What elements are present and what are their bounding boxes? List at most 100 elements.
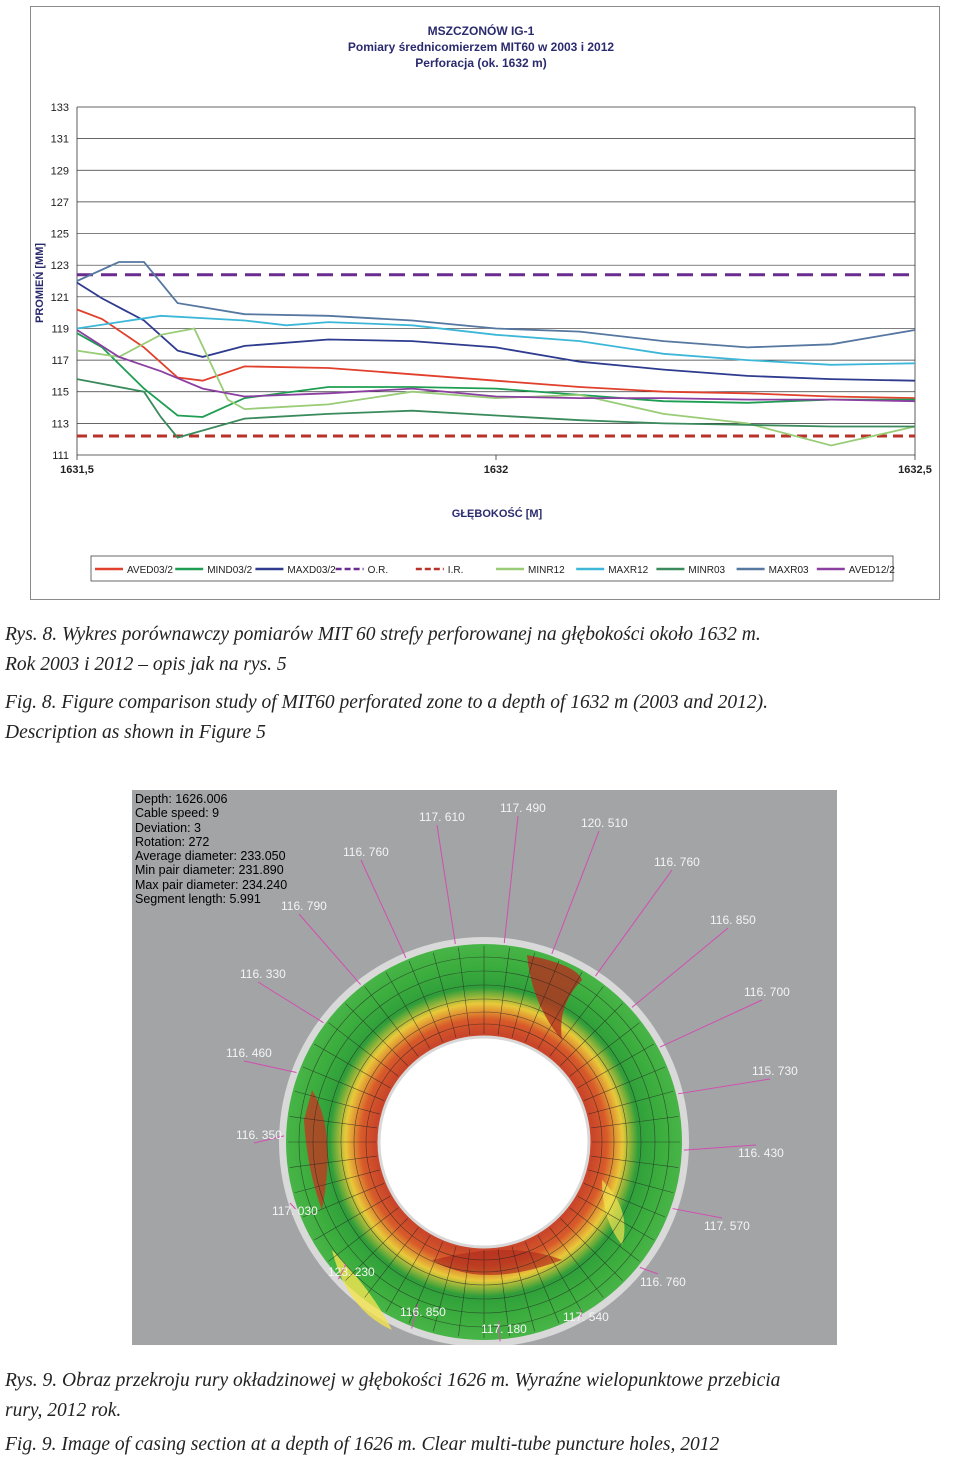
callout-leader [595, 869, 673, 977]
callout-leader [672, 1208, 723, 1219]
casing-cross-section: 117. 490 117. 610 120. 510 116. 760 116. 760… [226, 801, 798, 1345]
mesh-radial [302, 1066, 385, 1101]
callout-label: 117. 540 [563, 1310, 609, 1324]
mesh-radial [385, 972, 431, 1049]
mesh-radial [432, 952, 457, 1038]
callout-leader [631, 927, 729, 1008]
chart-subtitle-2: Perforacja (ok. 1632 m) [415, 56, 546, 70]
callout-leader [411, 1303, 419, 1329]
mesh-radial [577, 1195, 654, 1241]
callout-leader [436, 824, 456, 945]
series-line-maxd03-2 [76, 281, 916, 382]
legend-label: I.R. [448, 565, 464, 576]
y-axis-label: PROMIEŃ [MM] [33, 243, 46, 323]
y-tick-label: 131 [51, 134, 69, 146]
legend-label: O.R. [368, 565, 389, 576]
mesh-radial [458, 947, 471, 1035]
damage-patch [432, 1250, 562, 1275]
damage-patch [527, 955, 582, 1040]
mesh-radial [549, 986, 604, 1057]
info-deviation: Deviation: 3 [135, 820, 202, 835]
bore-edge [377, 1035, 591, 1249]
callout-label: 116. 760 [343, 845, 389, 859]
damage-patch [332, 1250, 392, 1330]
callout-label: 120. 510 [581, 816, 628, 830]
callout-label: 116. 700 [744, 985, 790, 999]
mesh-radial [364, 986, 419, 1057]
y-tick-label: 125 [51, 229, 69, 241]
mesh-radial [328, 1207, 399, 1262]
series-line-aved12-2 [76, 329, 916, 403]
info-rotation: Rotation: 272 [135, 834, 210, 849]
caption-fig8-en-line2: Description as shown in Figure 5 [5, 722, 266, 743]
mesh-radial [537, 972, 583, 1049]
caption-fig8-pl-line2: Rok 2003 i 2012 – opis jak na rys. 5 [5, 654, 287, 675]
mesh-ring [298, 956, 670, 1328]
callout-leader [639, 1266, 659, 1275]
callout-label: 117. 030 [272, 1204, 318, 1218]
mesh-radial [588, 1169, 674, 1194]
callout-label: 116. 460 [226, 1046, 272, 1060]
callout-label: 116. 330 [240, 967, 286, 981]
callout-leader [289, 1202, 296, 1210]
mesh-ring [353, 1011, 615, 1273]
x-tick-label: 1631,5 [60, 464, 94, 476]
mesh-radial [345, 1218, 408, 1281]
mesh-radial [525, 1241, 560, 1324]
mesh-radial [289, 1155, 377, 1168]
callout-label: 117. 180 [481, 1322, 527, 1336]
mesh-radial [583, 1066, 666, 1101]
chart-title: MSZCZONÓW IG-1 [428, 23, 535, 38]
callout-leader [257, 981, 324, 1024]
mesh-radial [497, 947, 510, 1035]
callout-label: 117. 610 [419, 810, 465, 824]
caption-fig9-en-line1: Fig. 9. Image of casing section at a dep… [5, 1434, 720, 1455]
mesh-radial [294, 1090, 380, 1115]
y-tick-label: 111 [52, 450, 69, 462]
callout-leader [243, 1060, 297, 1073]
y-tick-label: 129 [51, 165, 69, 177]
callout-label: 117. 570 [704, 1219, 750, 1233]
mesh-radial [289, 1116, 377, 1129]
mesh-radial [364, 1227, 419, 1298]
mesh-grid [288, 946, 680, 1338]
series-line-maxr12 [76, 314, 916, 366]
mesh-radial [511, 1246, 536, 1332]
info-cable-speed: Cable speed: 9 [135, 806, 220, 821]
callout-label: 116. 760 [654, 855, 700, 869]
mesh-radial [511, 952, 536, 1038]
mesh-radial [294, 1169, 380, 1194]
x-tick-label: 1632 [484, 464, 508, 476]
callout-leader [503, 815, 519, 944]
y-tick-label: 115 [51, 387, 69, 399]
callout-leader [551, 830, 600, 955]
legend-label: MAXR03 [769, 565, 809, 576]
info-max-pair-diameter: Max pair diameter: 234.240 [135, 877, 288, 892]
damage-patch [304, 1090, 328, 1210]
legend-label: MIND03/2 [207, 565, 252, 576]
mesh-ring [326, 984, 642, 1300]
chart-subtitle: Pomiary średnicomierzem MIT60 w 2003 i 2… [348, 40, 614, 54]
mesh-radial [525, 960, 560, 1043]
mesh-ring [340, 998, 628, 1286]
mesh-radial [328, 1022, 399, 1077]
mesh-ring [365, 1023, 603, 1261]
mesh-radial [314, 1195, 391, 1241]
legend-label: MINR12 [528, 565, 565, 576]
callout-label: 117. 490 [500, 801, 546, 815]
callout-label: 123. 230 [328, 1265, 375, 1279]
callout-leader [678, 1078, 771, 1095]
y-tick-label: 133 [51, 102, 69, 114]
mesh-radial [591, 1116, 679, 1129]
mesh-radial [583, 1183, 666, 1218]
mesh-radial [458, 1249, 471, 1337]
figure-9-casing-image: 117. 490 117. 610 120. 510 116. 760 116. 760… [132, 790, 837, 1345]
mesh-radial [537, 1235, 583, 1312]
legend-label: AVED03/2 [127, 565, 173, 576]
callout-leader [360, 859, 407, 959]
callout-leader [298, 913, 361, 985]
y-tick-label: 117 [51, 355, 69, 367]
mesh-ring [312, 970, 656, 1314]
caption-fig8: Rys. 8. Wykres porównawczy pomiarów MIT … [5, 620, 955, 748]
legend-label: MAXD03/2 [287, 565, 336, 576]
